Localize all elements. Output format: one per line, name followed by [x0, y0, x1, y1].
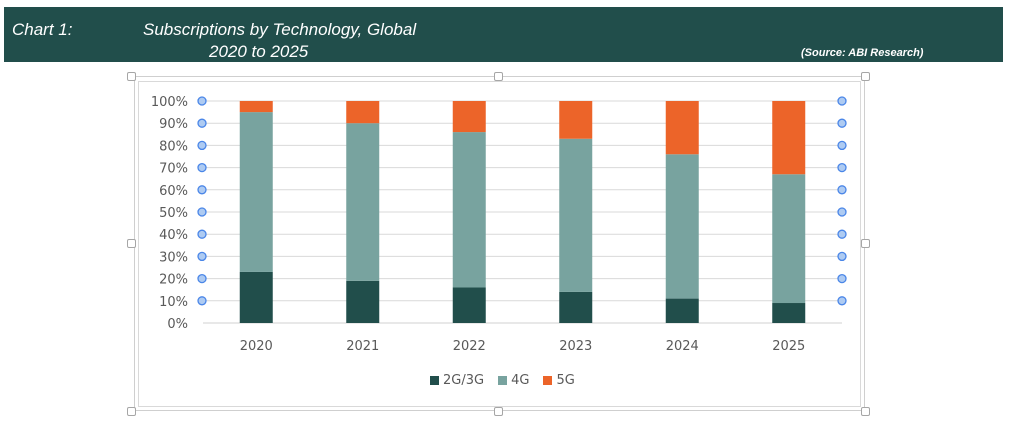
x-tick-label: 2025 [772, 339, 805, 354]
resize-handle-left[interactable] [127, 239, 136, 248]
bar-segment-4g[interactable] [239, 112, 273, 272]
gridline-handle-left[interactable] [197, 273, 207, 284]
bar-segment-2g3g[interactable] [452, 287, 486, 323]
legend-item-4g: 4G [498, 373, 529, 388]
y-tick-label: 20% [159, 273, 188, 288]
chart-title-line1: Subscriptions by Technology, Global [143, 20, 417, 39]
legend-swatch-2g3g [430, 376, 439, 385]
bar-segment-4g[interactable] [346, 123, 380, 281]
gridline-handle-left[interactable] [197, 251, 207, 262]
bar-segment-2g3g[interactable] [346, 280, 380, 323]
legend-label-4g: 4G [511, 373, 530, 388]
resize-handle-bottom-left[interactable] [127, 407, 136, 416]
x-tick-label: 2023 [559, 339, 592, 354]
y-tick-label: 30% [159, 250, 188, 265]
y-tick-label: 40% [159, 228, 188, 243]
gridline-handle-left[interactable] [197, 96, 207, 106]
gridline-handle-right[interactable] [837, 296, 847, 306]
y-tick-label: 70% [159, 162, 188, 177]
resize-handle-top-left[interactable] [127, 72, 136, 81]
bar-segment-4g[interactable] [665, 154, 699, 299]
gridline-handle-right[interactable] [837, 140, 847, 151]
chart-header-band: Chart 1: Subscriptions by Technology, Gl… [4, 7, 1003, 62]
y-tick-label: 10% [159, 295, 188, 310]
bar-segment-5g[interactable] [239, 101, 273, 113]
legend-swatch-5g [543, 376, 553, 385]
bar-segment-5g[interactable] [559, 101, 593, 139]
gridline-handle-right[interactable] [837, 251, 847, 262]
bar-segment-2g3g[interactable] [559, 291, 593, 323]
x-tick-label: 2022 [453, 339, 486, 354]
resize-handle-bottom[interactable] [494, 407, 503, 416]
bar-segment-5g[interactable] [772, 101, 806, 175]
chart-area-border [138, 81, 861, 407]
gridline-handle-right[interactable] [837, 229, 847, 239]
y-tick-label: 80% [159, 139, 188, 154]
bar-segment-2g3g[interactable] [239, 271, 273, 323]
resize-handle-right[interactable] [861, 239, 870, 248]
y-tick-label: 50% [159, 206, 188, 221]
chart-legend: 2G/3G 4G 5G [430, 373, 575, 388]
x-tick-label: 2020 [240, 339, 273, 354]
gridline-handle-left[interactable] [197, 229, 207, 239]
legend-label-5g: 5G [556, 373, 575, 388]
gridline-handle-right[interactable] [837, 185, 847, 195]
legend-item-2g3g: 2G/3G [430, 373, 484, 388]
x-tick-label: 2024 [666, 339, 699, 354]
gridline-handle-left[interactable] [197, 296, 207, 306]
chart-number-label: Chart 1: [12, 20, 73, 39]
bar-segment-2g3g[interactable] [665, 298, 699, 323]
gridline-handle-left[interactable] [197, 162, 207, 173]
resize-handle-top[interactable] [494, 72, 503, 81]
bar-segment-4g[interactable] [772, 174, 806, 304]
resize-handle-bottom-right[interactable] [861, 407, 870, 416]
resize-handle-top-right[interactable] [861, 72, 870, 81]
bar-segment-2g3g[interactable] [772, 303, 806, 323]
gridline-handle-right[interactable] [837, 273, 847, 284]
x-tick-label: 2021 [346, 339, 379, 354]
y-tick-label: 60% [159, 184, 188, 199]
y-tick-label: 90% [159, 117, 188, 132]
y-tick-label: 0% [167, 317, 188, 332]
source-note: (Source: ABI Research) [801, 47, 924, 59]
gridline-handle-left[interactable] [197, 185, 207, 195]
y-tick-label: 100% [151, 95, 188, 110]
bar-segment-5g[interactable] [346, 101, 380, 124]
gridline-handle-left[interactable] [197, 118, 207, 128]
legend-label-2g3g: 2G/3G [443, 373, 485, 388]
gridline-handle-right[interactable] [837, 96, 847, 106]
bar-segment-4g[interactable] [452, 132, 486, 288]
bar-segment-5g[interactable] [452, 101, 486, 133]
chart-title-line2: 2020 to 2025 [209, 42, 309, 61]
gridline-handle-right[interactable] [837, 162, 847, 173]
gridline-handle-right[interactable] [837, 118, 847, 128]
gridline-handle-left[interactable] [197, 207, 207, 217]
bar-segment-5g[interactable] [665, 101, 699, 155]
bar-segment-4g[interactable] [559, 138, 593, 292]
legend-item-5g: 5G [543, 373, 575, 388]
gridline-handle-right[interactable] [837, 207, 847, 217]
gridline-handle-left[interactable] [197, 140, 207, 151]
legend-swatch-4g [498, 376, 508, 385]
